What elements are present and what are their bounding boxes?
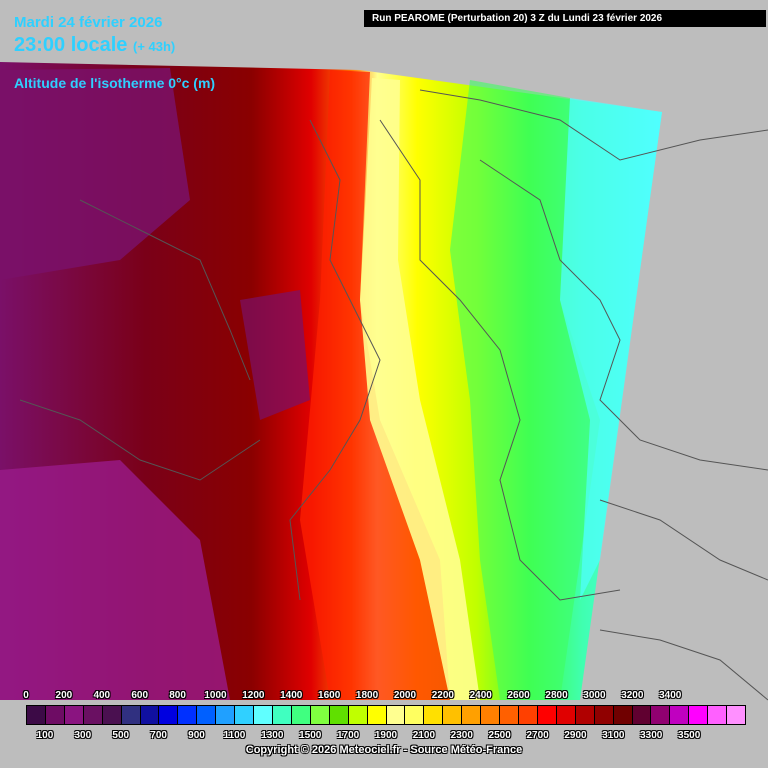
local-time: 23:00 locale [14,34,128,56]
color-swatch [556,706,576,724]
color-swatch [405,706,425,724]
color-swatch [424,706,444,724]
legend-tick-label: 3300 [640,730,663,741]
cyan-zone [560,98,662,600]
legend-tick-label: 2400 [469,690,492,701]
color-swatch [462,706,482,724]
color-swatch [291,706,311,724]
purple-zone-southwest [0,460,230,700]
red-band [300,70,450,700]
color-swatch [197,706,217,724]
legend-tick-label: 900 [188,730,205,741]
legend-tick-label: 1600 [318,690,341,701]
color-swatch [727,706,746,724]
color-swatch [254,706,273,724]
color-swatch [367,706,387,724]
legend-tick-label: 800 [169,690,186,701]
legend-tick-label: 2200 [431,690,454,701]
color-swatch [140,706,160,724]
legend-tick-label: 3100 [602,730,625,741]
color-swatch [159,706,179,724]
legend-tick-label: 2500 [488,730,511,741]
variable-title: Altitude de l'isotherme 0°c (m) [14,75,216,91]
legend-tick-label: 500 [112,730,130,741]
legend-tick-label: 3000 [583,690,606,701]
legend-tick-label: 400 [93,690,111,701]
color-swatch [102,706,122,724]
color-swatch [651,706,671,724]
color-swatch [537,706,557,724]
legend-tick-label: 300 [74,730,92,741]
legend-tick-label: 2900 [564,730,587,741]
color-swatch [45,706,65,724]
color-swatch [272,706,292,724]
legend-tick-label: 0 [23,690,29,701]
color-swatch [594,706,614,724]
purple-zone-center [240,290,310,420]
color-swatch [348,706,368,724]
legend-tick-label: 1200 [242,690,265,701]
legend-tick-label: 1500 [299,730,322,741]
legend-tick-label: 3200 [621,690,644,701]
forecast-time: 23:00 locale (+ 43h) [14,34,175,57]
legend-tick-label: 1800 [355,690,379,701]
legend-bottom-labels: 100 300 500 700 900 1100 1300 1500 1700 1900 2100 2… [0,730,768,744]
green-zone [450,80,600,700]
legend-tick-label: 3500 [678,730,701,741]
legend-tick-label: 600 [131,690,149,701]
color-swatch [613,706,633,724]
color-swatch [518,706,538,724]
legend-tick-label: 200 [55,690,73,701]
color-swatch [121,706,141,724]
legend-tick-label: 2300 [450,730,473,741]
color-swatch [670,706,690,724]
color-swatch [632,706,652,724]
legend-tick-label: 1400 [280,690,303,701]
run-info: Run PEAROME (Perturbation 20) 3 Z du Lun… [364,10,766,27]
legend-tick-label: 2700 [526,730,549,741]
color-swatch [386,706,406,724]
color-swatch [235,706,255,724]
color-swatch [481,706,501,724]
color-swatch [708,706,728,724]
legend-tick-label: 3400 [659,690,682,701]
color-swatch [689,706,709,724]
copyright: Copyright © 2026 Meteociel.fr - Source M… [245,744,523,756]
legend-tick-label: 1900 [374,730,398,741]
legend-tick-label: 1100 [223,730,246,741]
country-borders [19,89,768,701]
color-swatch [27,706,46,724]
purple-zone-west [0,68,190,280]
legend-tick-label: 2600 [507,690,530,701]
legend-tick-label: 100 [36,730,54,741]
color-swatch [178,706,198,724]
lead-time: (+ 43h) [132,39,176,54]
pale-yellow-band [360,78,480,700]
color-swatch [500,706,519,724]
legend-tick-label: 2800 [545,690,568,701]
legend-tick-label: 1700 [336,730,360,741]
color-swatch [575,706,595,724]
legend-tick-label: 1000 [204,690,227,701]
legend-top-labels: 0 200 400 600 800 1000 1200 1400 1600 1800 2000 220… [0,690,768,704]
color-swatch [329,706,349,724]
color-swatch [310,706,330,724]
legend-tick-label: 1300 [261,730,284,741]
legend-tick-label: 2000 [393,690,417,701]
color-swatch [443,706,463,724]
color-swatch [216,706,236,724]
color-swatch [64,706,84,724]
legend-tick-label: 2100 [412,730,436,741]
forecast-date: Mardi 24 février 2026 [14,14,163,31]
legend-tick-label: 700 [150,730,167,741]
color-swatch [83,706,103,724]
color-scale [26,705,746,725]
